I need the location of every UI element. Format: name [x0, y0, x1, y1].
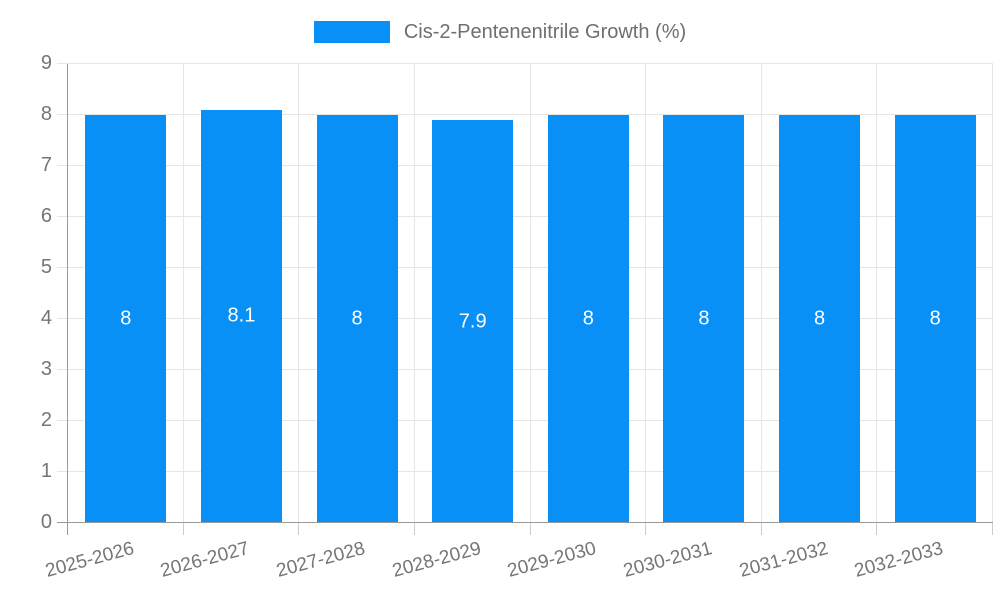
gridline-vertical: [529, 64, 531, 523]
y-axis-tick-label: 5: [40, 256, 52, 278]
gridline-vertical: [413, 64, 415, 523]
bar-value-label: 8.1: [227, 304, 256, 327]
y-axis-tick-label: 6: [40, 205, 52, 227]
legend-swatch: [313, 21, 390, 43]
gridline-vertical: [992, 64, 993, 523]
gridline-horizontal: [68, 267, 993, 268]
x-axis-tick-label: 2032-2033: [852, 538, 946, 582]
bar-value-label: 8: [582, 307, 594, 330]
x-axis-tick: [876, 523, 878, 535]
y-axis-tick: [57, 216, 68, 217]
x-axis-tick: [645, 523, 647, 535]
x-axis-tick-label: 2031-2032: [736, 538, 830, 582]
bar-value-label: 8: [120, 307, 132, 330]
y-axis-tick: [57, 267, 68, 268]
x-axis-tick-label: 2025-2026: [43, 538, 137, 582]
y-axis-tick: [57, 420, 68, 421]
x-axis-tick-label: 2030-2031: [621, 538, 715, 582]
gridline-horizontal: [68, 114, 993, 115]
x-axis-tick: [760, 523, 762, 535]
gridline-vertical: [760, 64, 762, 523]
y-axis-tick: [57, 318, 68, 319]
gridline-vertical: [876, 64, 878, 523]
y-axis-line: [67, 64, 68, 535]
y-axis-tick-label: 9: [40, 52, 52, 74]
bar: [779, 115, 861, 523]
y-axis-tick-label: 3: [40, 358, 52, 380]
legend-label: Cis-2-Pentenenitrile Growth (%): [403, 20, 687, 43]
gridline-vertical: [298, 64, 300, 523]
x-axis-tick-label: 2026-2027: [158, 538, 252, 582]
x-axis-tick: [529, 523, 531, 535]
x-axis-tick-label: 2028-2029: [389, 538, 484, 582]
gridline-horizontal: [68, 63, 993, 64]
y-axis-tick: [57, 63, 68, 64]
bar: [663, 115, 745, 523]
bar-value-label: 8: [929, 307, 941, 330]
bar: [85, 115, 167, 523]
x-axis-tick: [992, 523, 993, 535]
y-axis-tick: [57, 471, 68, 472]
y-axis-tick: [57, 165, 68, 166]
bar: [894, 115, 976, 523]
bar-value-label: 8: [351, 307, 363, 330]
bar: [432, 120, 514, 523]
y-axis-tick-label: 8: [40, 103, 52, 125]
gridline-horizontal: [68, 369, 993, 370]
y-axis-tick-label: 7: [40, 154, 52, 176]
y-axis-tick-label: 0: [40, 511, 52, 533]
bar-value-label: 8: [814, 307, 826, 330]
y-axis-tick: [57, 114, 68, 115]
gridline-horizontal: [68, 471, 993, 472]
x-axis-tick: [413, 523, 415, 535]
x-axis-line: [57, 522, 993, 523]
chart-legend[interactable]: Cis-2-Pentenenitrile Growth (%): [0, 18, 1000, 46]
y-axis-tick: [57, 369, 68, 370]
y-axis-tick-label: 4: [40, 307, 52, 329]
x-axis-tick: [182, 523, 184, 535]
bar: [547, 115, 629, 523]
bar: [316, 115, 398, 523]
bar: [200, 109, 282, 523]
gridline-vertical: [645, 64, 647, 523]
y-axis-tick-label: 2: [40, 409, 52, 431]
gridline-horizontal: [68, 165, 993, 166]
gridline-horizontal: [68, 318, 993, 319]
x-axis-tick: [298, 523, 300, 535]
x-axis-tick-label: 2027-2028: [274, 538, 368, 582]
gridline-horizontal: [68, 216, 993, 217]
gridline-vertical: [182, 64, 184, 523]
gridline-horizontal: [68, 420, 993, 421]
x-axis-tick-label: 2029-2030: [505, 538, 599, 582]
y-axis-tick-label: 1: [40, 460, 52, 482]
bar-value-label: 8: [698, 307, 710, 330]
bar-value-label: 7.9: [458, 310, 487, 333]
